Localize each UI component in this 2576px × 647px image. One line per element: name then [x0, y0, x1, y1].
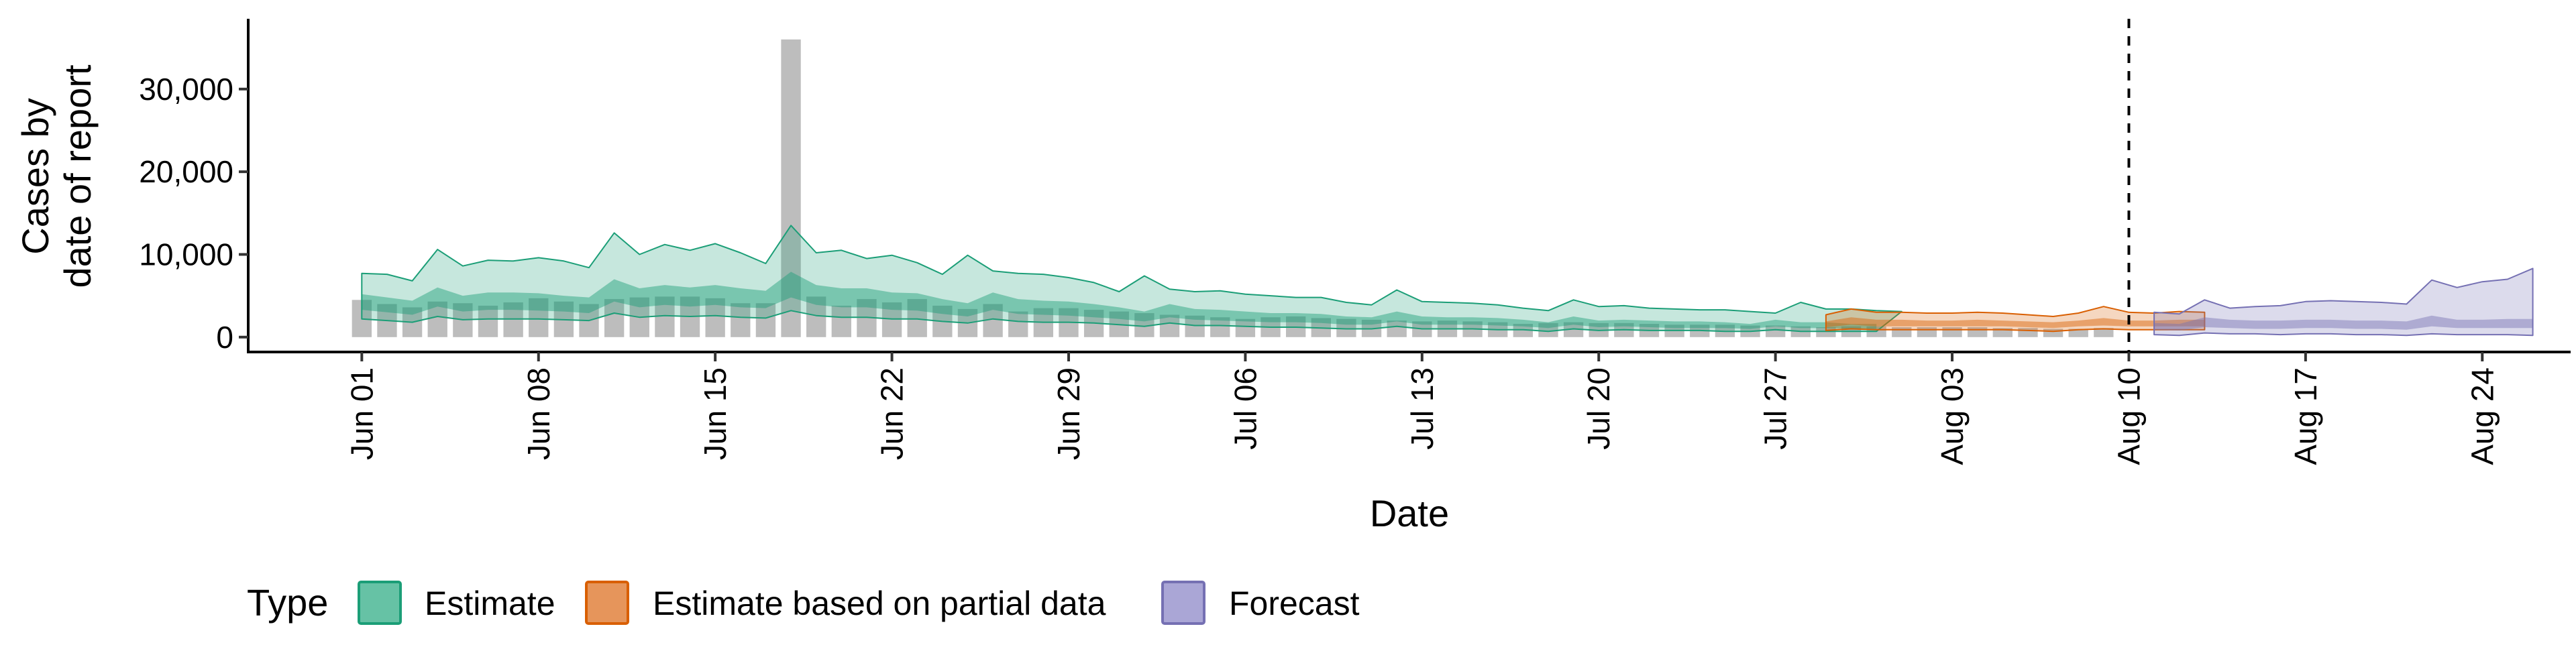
- case-bar: [1387, 320, 1407, 337]
- series-50-ribbon: [362, 272, 1877, 329]
- series-50-ribbon: [2154, 315, 2533, 331]
- series-90-ribbon: [2153, 268, 2534, 337]
- case-bar: [655, 296, 675, 337]
- legend: Type Estimate Estimate based on partial …: [247, 581, 1360, 625]
- x-tick-label: Aug 24: [2465, 367, 2500, 465]
- case-bar: [427, 301, 447, 337]
- series-50-ribbon: [1825, 317, 2205, 329]
- series-2: [2153, 268, 2534, 337]
- case-bar: [604, 299, 625, 337]
- case-bar: [529, 298, 549, 337]
- legend-label-forecast: Forecast: [1229, 585, 1360, 622]
- legend-swatch-forecast: [1161, 581, 1205, 625]
- x-tick-label: Jul 27: [1758, 367, 1793, 450]
- case-bar: [831, 305, 851, 337]
- x-axis-ticks: Jun 01 Jun 08 Jun 15 Jun 22 Jun 29 Jul 06 Jul …: [344, 352, 2500, 465]
- case-bar: [1765, 325, 1786, 337]
- y-axis-title-line-2: date of report: [56, 64, 99, 288]
- series-1: [1825, 306, 2206, 333]
- legend-label-partial: Estimate based on partial data: [653, 585, 1106, 622]
- case-bar: [503, 302, 523, 337]
- case-bar: [2068, 329, 2088, 337]
- legend-swatch-partial: [585, 581, 629, 625]
- series-90-ribbon: [1825, 306, 2206, 333]
- series-90-ribbon: [361, 225, 1902, 333]
- case-bar: [1210, 317, 1230, 337]
- case-bar: [755, 303, 776, 337]
- case-bar: [1159, 314, 1180, 337]
- y-tick-label: 30,000: [139, 72, 233, 107]
- series-layer: [361, 225, 2534, 337]
- case-bar: [478, 305, 498, 337]
- reported-cases-bars: [352, 39, 2114, 337]
- y-tick-label: 0: [216, 320, 233, 355]
- x-tick-label: Aug 10: [2112, 367, 2147, 465]
- legend-title: Type: [247, 581, 328, 624]
- x-tick-label: Jul 13: [1405, 367, 1440, 450]
- x-tick-label: Jun 22: [875, 367, 910, 460]
- legend-label-estimate: Estimate: [425, 585, 555, 622]
- x-tick-label: Jun 15: [698, 367, 733, 460]
- x-tick-label: Jul 06: [1228, 367, 1263, 450]
- x-tick-label: Jun 08: [521, 367, 556, 460]
- x-tick-label: Aug 17: [2288, 367, 2323, 465]
- case-bar: [881, 302, 902, 337]
- y-tick-label: 10,000: [139, 237, 233, 272]
- x-axis-title: Date: [1370, 492, 1449, 534]
- y-tick-label: 20,000: [139, 154, 233, 189]
- x-tick-label: Jul 20: [1581, 367, 1616, 450]
- case-bar: [705, 298, 725, 337]
- case-bar: [806, 296, 826, 337]
- case-bar: [1235, 318, 1256, 337]
- x-tick-label: Jun 29: [1051, 367, 1086, 460]
- case-bar: [1538, 322, 1558, 337]
- case-bar: [2094, 328, 2114, 337]
- x-tick-label: Jun 01: [344, 367, 379, 460]
- case-bar: [1563, 322, 1584, 337]
- y-axis-ticks: 0 10,000 20,000 30,000: [139, 72, 248, 355]
- series-0: [361, 225, 1902, 333]
- case-bar: [781, 39, 801, 337]
- case-bar: [731, 303, 751, 337]
- case-bar: [907, 299, 927, 337]
- case-bar: [1008, 311, 1028, 337]
- case-bar: [1513, 324, 1534, 337]
- y-axis-title-line-1: Cases by: [14, 98, 56, 254]
- case-bar: [1185, 315, 1205, 337]
- legend-swatch-estimate: [358, 581, 402, 625]
- x-tick-label: Aug 03: [1935, 367, 1970, 465]
